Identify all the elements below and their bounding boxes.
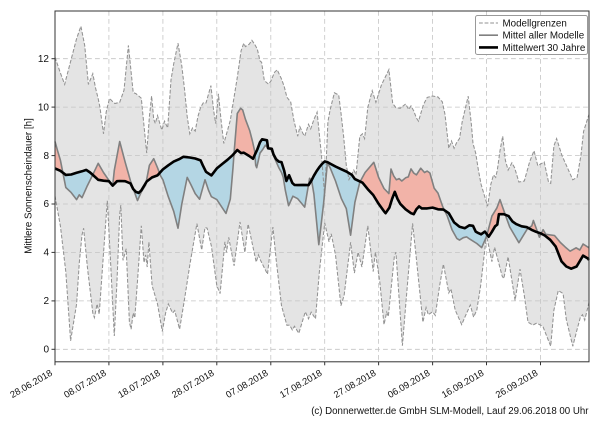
svg-text:Mittlere Sonnenscheindauer [h]: Mittlere Sonnenscheindauer [h] [24,118,35,254]
svg-text:4: 4 [43,248,49,259]
svg-text:8: 8 [43,151,49,162]
svg-text:Mittelwert 30 Jahre: Mittelwert 30 Jahre [503,43,586,54]
svg-text:2: 2 [43,296,49,307]
svg-text:6: 6 [43,199,49,210]
svg-text:Modellgrenzen: Modellgrenzen [503,18,567,29]
svg-text:Mittel aller Modelle: Mittel aller Modelle [503,31,585,42]
svg-text:0: 0 [43,345,49,356]
svg-text:(c) Donnerwetter.de GmbH SLM-M: (c) Donnerwetter.de GmbH SLM-Modell, Lau… [311,406,589,417]
svg-text:10: 10 [38,102,50,113]
svg-text:12: 12 [38,54,50,65]
